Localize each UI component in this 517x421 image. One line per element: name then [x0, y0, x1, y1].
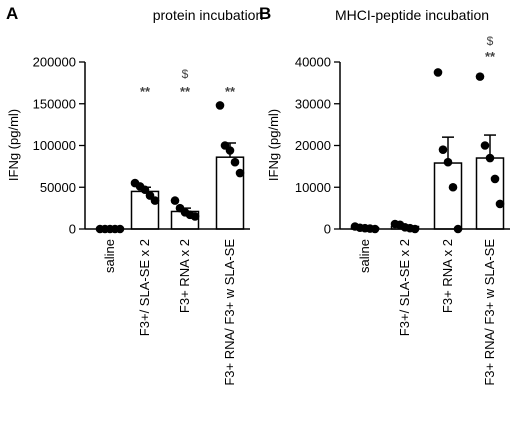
- panel-b-significance-label: **: [485, 49, 496, 64]
- panel-b-category-label: F3+/ SLA-SE x 2: [397, 239, 412, 336]
- panel-a-data-point: [235, 168, 245, 178]
- panel-b-title: MHCI-peptide incubation: [335, 7, 489, 23]
- panel-a-y-tick-label: 0: [69, 222, 76, 237]
- panel-a-category-labels: saline F3+/ SLA-SE x 2 F3+ RNA x 2 F3+ RNA/…: [102, 239, 237, 386]
- panel-a-significance-label: **: [225, 84, 236, 99]
- panel-a-dollar-label: $: [182, 67, 189, 81]
- panel-b-data-point: [485, 153, 495, 163]
- panel-b-data-point: [433, 68, 443, 77]
- panel-b-category-label: F3+ RNA x 2: [440, 239, 455, 313]
- panel-a-data-point: [230, 157, 240, 167]
- panel-a-data-point: [225, 146, 235, 155]
- panel-a-data-point: [150, 196, 160, 205]
- panel-b-y-tick-label: 40000: [295, 55, 331, 70]
- panel-a-y-axis-label: IFNg (pg/ml): [6, 109, 21, 181]
- panel-a-significance: ** ** $ **: [140, 67, 236, 99]
- panel-b-category-label: saline: [357, 239, 372, 273]
- panel-b-dollar-label: $: [487, 34, 494, 48]
- panel-a-axes: [84, 62, 250, 230]
- panel-a-data-point: [140, 185, 150, 195]
- panel-letter-a: A: [6, 4, 18, 23]
- panel-b-data-point: [475, 72, 485, 81]
- panel-b-data-point: [490, 174, 500, 184]
- panel-a-y-tick-label: 50000: [40, 180, 76, 195]
- panel-b-bar: [475, 157, 505, 230]
- panel-b-y-tick-label: 10000: [295, 180, 331, 195]
- panel-a-data-point: [215, 101, 225, 110]
- panel-b-data-point: [495, 199, 505, 209]
- panel-a: A protein incubation IFNg (pg/ml) 0 50000…: [6, 4, 263, 386]
- panel-a-y-tick-label: 100000: [33, 138, 76, 153]
- panel-a-category-label: F3+ RNA/ F3+ w SLA-SE: [222, 239, 237, 386]
- panel-a-significance-label: **: [180, 84, 191, 99]
- panel-a-category-label: F3+/ SLA-SE x 2: [137, 239, 152, 336]
- panel-b-data-point: [443, 157, 453, 167]
- panel-b-y-ticks: 0 10000 20000 30000 40000: [295, 55, 340, 237]
- panel-b-y-tick-label: 0: [324, 222, 331, 237]
- panel-a-bar: [215, 156, 245, 230]
- panel-a-category-label: saline: [102, 239, 117, 273]
- panel-a-data-point: [190, 212, 200, 221]
- panel-b-significance: **$: [485, 34, 496, 64]
- panel-b: B MHCI-peptide incubation IFNg (pg/ml) 0…: [259, 4, 510, 386]
- panel-b-y-tick-label: 20000: [295, 138, 331, 153]
- panel-b-y-tick-label: 30000: [295, 96, 331, 111]
- panel-letter-b: B: [259, 4, 271, 23]
- panel-b-category-labels: saline F3+/ SLA-SE x 2 F3+ RNA x 2 F3+ RNA/…: [357, 239, 497, 386]
- panel-b-error-bars: [359, 134, 496, 228]
- panel-a-y-tick-label: 150000: [33, 96, 76, 111]
- panel-a-data-point: [170, 196, 180, 205]
- panel-b-bars: [350, 157, 505, 230]
- panel-b-data-point: [438, 145, 448, 154]
- panel-a-title: protein incubation: [153, 7, 264, 23]
- panel-b-data-point: [480, 141, 490, 150]
- panel-b-category-label: F3+ RNA/ F3+ w SLA-SE: [482, 239, 497, 386]
- panel-b-bar: [433, 162, 463, 230]
- panel-a-significance-label: **: [140, 84, 151, 99]
- panel-b-data-point: [448, 182, 458, 192]
- panel-a-y-tick-label: 200000: [33, 55, 76, 70]
- panel-b-axes: [339, 62, 510, 230]
- panel-a-category-label: F3+ RNA x 2: [177, 239, 192, 313]
- panel-a-y-ticks: 0 50000 100000 150000 200000: [33, 55, 85, 237]
- panel-b-y-axis-label: IFNg (pg/ml): [266, 109, 281, 181]
